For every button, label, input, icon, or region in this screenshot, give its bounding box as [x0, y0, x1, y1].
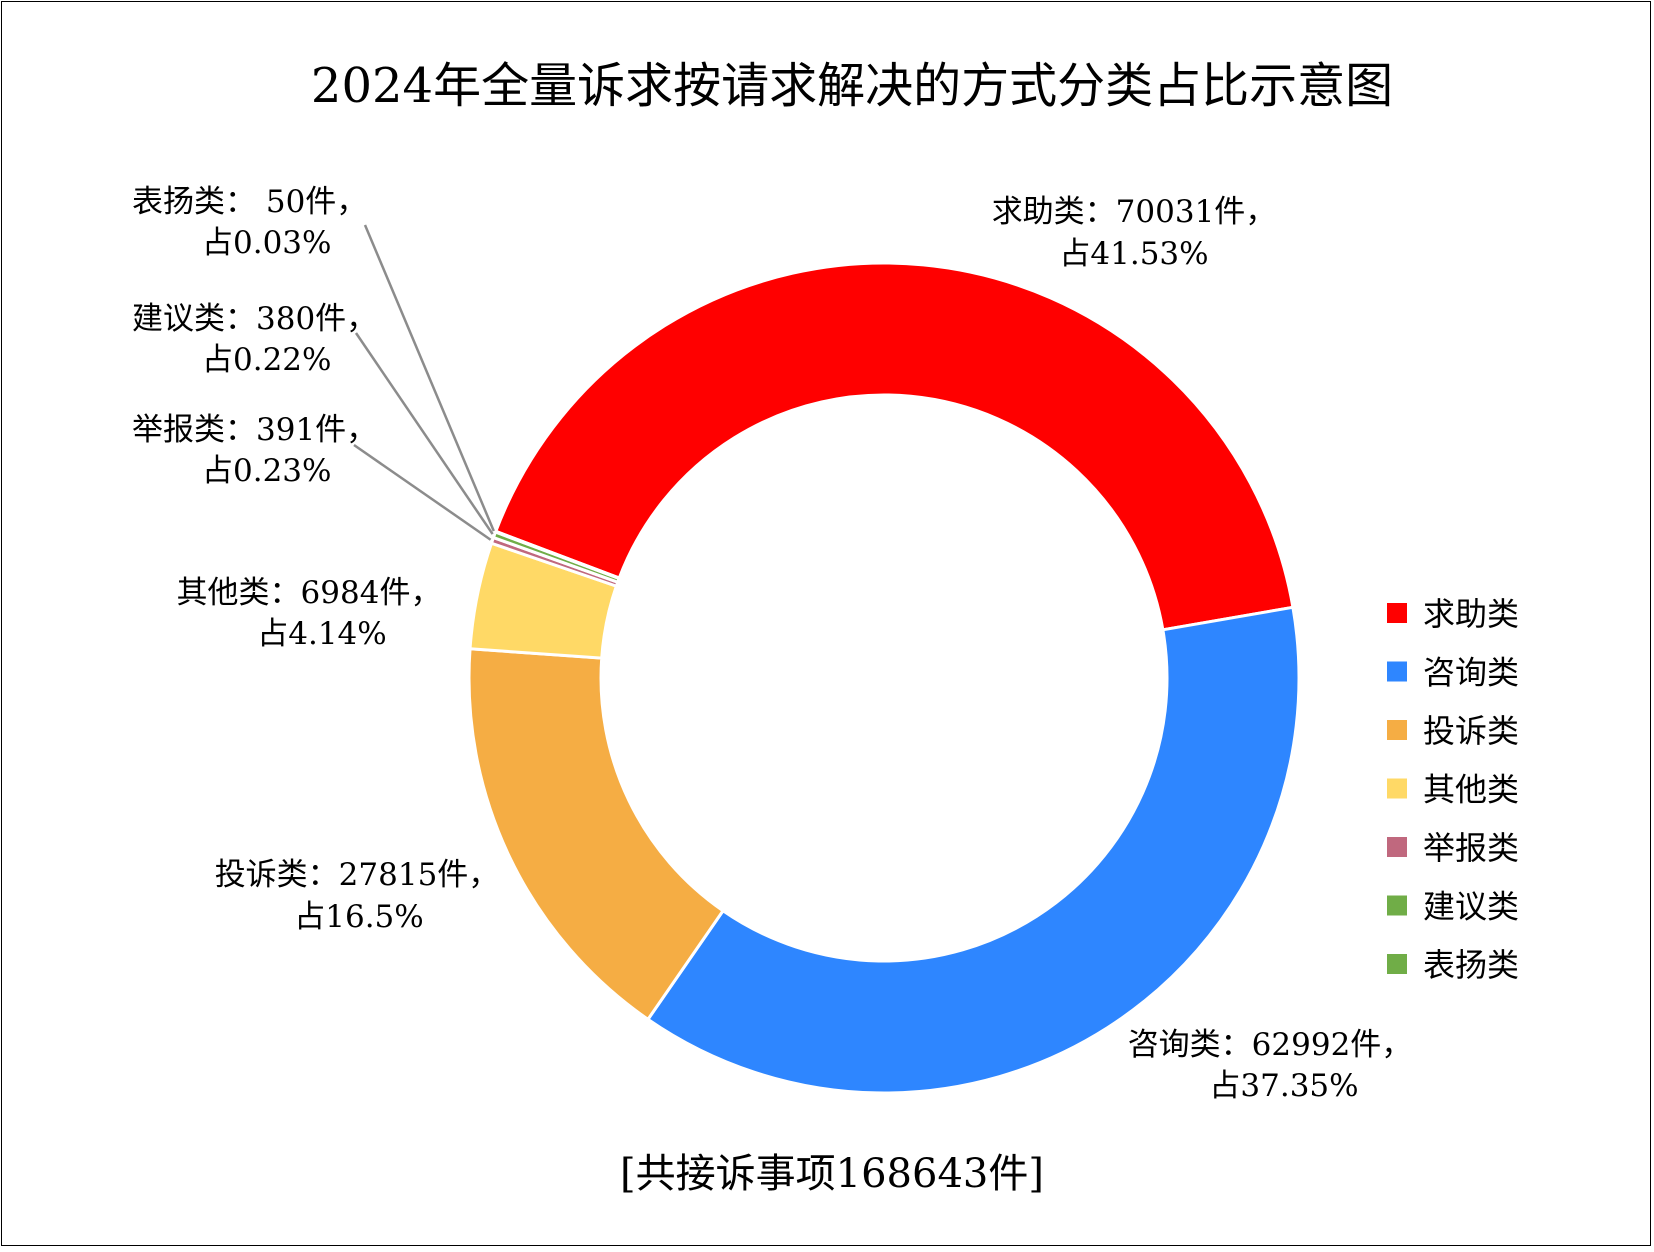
donut-slice-7: [493, 529, 622, 581]
legend-label-7: 表扬类: [1423, 946, 1519, 984]
legend-swatch-5: [1387, 837, 1407, 857]
legend-label-1: 求助类: [1423, 595, 1519, 633]
donut-slice-1: [493, 261, 1295, 632]
data-label-6-line2: 占0.22%: [202, 342, 331, 378]
legend-swatch-2: [1387, 661, 1407, 682]
donut-slice-3: [467, 647, 726, 1022]
legend-label-3: 投诉类: [1423, 712, 1519, 750]
data-label-3-line2: 占16.5%: [294, 899, 423, 935]
donut-slices: [467, 261, 1301, 1095]
data-label-6-line1: 建议类：380件，: [132, 301, 377, 337]
data-label-5-line1: 举报类：391件，: [132, 412, 377, 448]
legend-label-2: 咨询类: [1423, 654, 1519, 692]
legend-label-5: 举报类: [1423, 829, 1519, 867]
total-label: [共接诉事项168643件]: [620, 1151, 1044, 1197]
leader-lines: [353, 224, 495, 541]
legend-swatch-1: [1387, 603, 1407, 623]
donut-slice-2: [645, 605, 1301, 1095]
data-label-2-line1: 咨询类：62992件，: [1128, 1027, 1413, 1063]
legend-swatch-3: [1387, 720, 1407, 740]
data-label-1-line2: 占41.53%: [1059, 236, 1208, 272]
leader-line-6: [354, 332, 494, 535]
data-label-5-line2: 占0.23%: [202, 453, 331, 489]
legend-label-4: 其他类: [1423, 771, 1519, 809]
data-labels: 求助类：70031件， 占41.53% 咨询类：62992件， 占37.35% 投诉类：…: [132, 184, 1412, 1104]
data-label-3-line1: 投诉类：27815件，: [215, 857, 500, 893]
leader-line-5: [353, 443, 492, 541]
legend-swatch-4: [1387, 778, 1407, 799]
data-label-4-line1: 其他类：6984件，: [177, 575, 442, 611]
legend-label-6: 建议类: [1423, 888, 1519, 926]
chart-title: 2024年全量诉求按请求解决的方式分类占比示意图: [311, 58, 1393, 114]
data-label-7-line2: 占0.03%: [202, 225, 331, 261]
leader-line-7: [363, 224, 495, 532]
legend-swatch-7: [1387, 954, 1407, 974]
data-label-4-line2: 占4.14%: [257, 616, 386, 652]
data-label-2-line2: 占37.35%: [1209, 1068, 1358, 1104]
data-label-7-line1: 表扬类： 50件，: [132, 184, 367, 220]
data-label-1-line1: 求助类：70031件，: [992, 194, 1277, 230]
legend-swatch-6: [1387, 895, 1407, 916]
